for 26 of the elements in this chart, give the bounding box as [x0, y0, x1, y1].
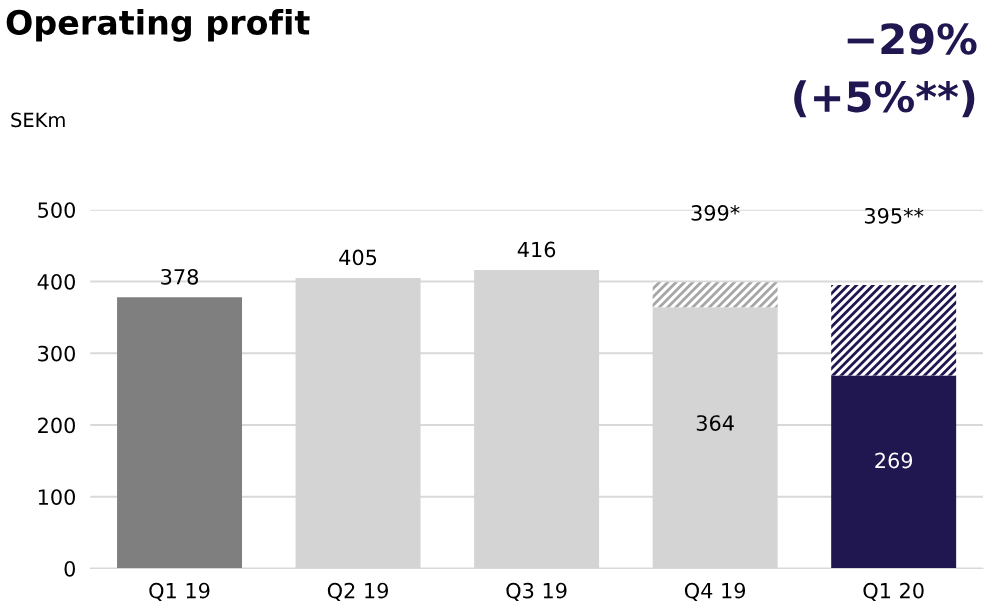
- data-label: 269: [875, 452, 913, 469]
- text: −29%: [847, 23, 977, 55]
- total-label: 405: [339, 249, 377, 266]
- total-label: 378: [161, 268, 198, 285]
- total-label: 395**: [864, 207, 924, 224]
- total-label: 399*: [691, 205, 740, 221]
- y-axis-title: SEKm: [11, 112, 65, 128]
- text: (+5%**): [794, 80, 975, 118]
- x-tick-label: Q1 20: [863, 582, 924, 601]
- x-tick-label: Q1 19: [149, 582, 210, 601]
- y-tick-label: 400: [37, 273, 75, 290]
- x-tick-label: Q2 19: [327, 582, 388, 601]
- y-tick-label: 300: [38, 345, 75, 362]
- y-tick-label: 100: [38, 489, 75, 505]
- x-tick-label: Q3 19: [506, 582, 567, 601]
- y-tick-label: 200: [38, 417, 75, 434]
- total-label: 416: [517, 241, 556, 258]
- y-tick-label: 0: [64, 560, 75, 577]
- bar: [652, 282, 778, 308]
- bar: [831, 375, 957, 569]
- y-tick-label: 500: [38, 202, 75, 218]
- bar: [117, 297, 243, 569]
- x-tick-label: Q4 19: [684, 582, 746, 601]
- data-label: 364: [696, 415, 734, 431]
- chart-title: Operating profit: [6, 9, 310, 42]
- bar: [831, 285, 957, 376]
